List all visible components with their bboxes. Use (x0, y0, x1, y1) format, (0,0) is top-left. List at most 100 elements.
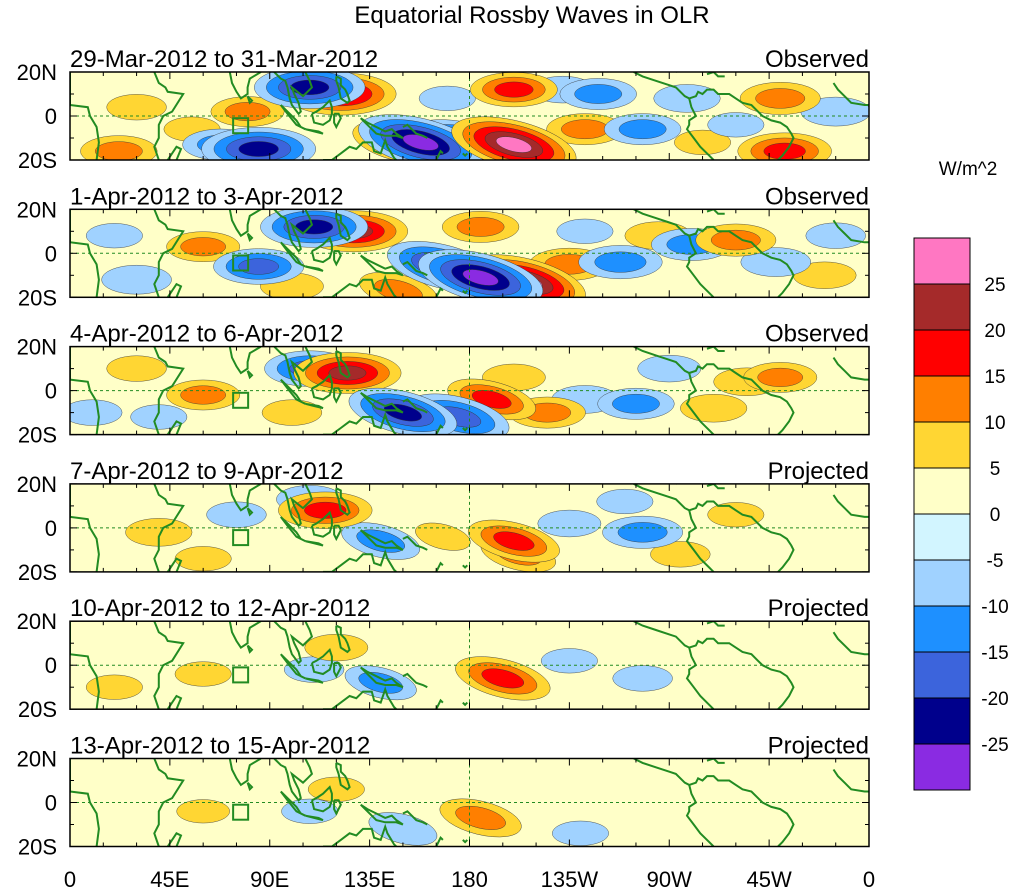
lat-tick-label: 0 (45, 379, 57, 404)
coastline (685, 784, 715, 847)
contour-band (757, 367, 804, 387)
anomaly-feature (674, 129, 731, 155)
coastline (310, 236, 333, 264)
panels: 20N 0 20S 29-Mar-2012 to 31-Mar-2012 Observe… (17, 46, 870, 860)
contour-band (596, 489, 654, 515)
colorbar-swatch (913, 375, 971, 423)
reference-box (232, 254, 250, 272)
colorbar-label: -10 (981, 597, 1008, 618)
coastline (70, 241, 100, 298)
colorbar-label: 0 (990, 505, 1001, 526)
anomaly-feature (85, 223, 143, 249)
coastline (70, 790, 100, 847)
coastline (153, 72, 185, 160)
contour-band (707, 112, 765, 138)
coastline (633, 72, 795, 160)
contour-band (674, 129, 731, 155)
anomaly-feature (106, 94, 167, 121)
lat-tick-label: 20N (17, 747, 57, 772)
coastline (228, 209, 262, 238)
anomaly-feature (470, 72, 558, 108)
coastline (323, 686, 397, 710)
contour-band (617, 522, 668, 543)
anomaly-feature (206, 501, 267, 528)
coastlines (70, 346, 869, 435)
coastline (402, 535, 428, 551)
coastline (166, 145, 183, 160)
coastline (305, 814, 324, 822)
anomaly-feature (70, 399, 123, 426)
anomaly-feature (106, 355, 167, 382)
panel-status: Projected (768, 595, 869, 622)
anomaly-feature (612, 665, 673, 692)
coastline (685, 372, 715, 435)
lon-tick-label: 45E (150, 867, 189, 890)
lat-tick-label: 20N (17, 335, 57, 360)
lat-tick-label: 20N (17, 60, 57, 85)
coastline (246, 644, 254, 654)
anomaly-feature (304, 633, 369, 662)
anomaly-feature (739, 82, 821, 115)
coastline (333, 524, 342, 542)
contour-band (556, 218, 614, 244)
panel-status: Observed (765, 183, 869, 210)
contour-band (561, 119, 609, 139)
anomaly-feature (604, 113, 682, 145)
contour-band (418, 85, 476, 111)
anomaly-feature (743, 362, 818, 393)
colorbar-units: W/m^2 (939, 159, 998, 180)
coastline (323, 274, 397, 298)
lat-tick-label: 0 (45, 104, 57, 129)
anomaly-feature (537, 509, 602, 538)
coastline (706, 483, 725, 490)
anomaly-feature (546, 113, 624, 145)
contour-band (707, 502, 765, 528)
coastline (435, 424, 444, 435)
contour-band (594, 251, 647, 273)
contour-band (106, 94, 167, 121)
lon-tick-label: 0 (863, 867, 875, 890)
contour-band (180, 237, 226, 257)
lat-tick-label: 20S (18, 697, 57, 722)
coastline (323, 137, 397, 160)
anomaly-feature (415, 522, 471, 551)
coastline (166, 420, 183, 435)
coastline (832, 631, 869, 656)
coastline (305, 540, 324, 547)
coastline (335, 487, 351, 516)
coastlines (70, 758, 869, 847)
coastline (633, 758, 795, 847)
coastline (359, 254, 404, 277)
contour-band (180, 385, 226, 405)
colorbar-label: 10 (984, 413, 1005, 434)
contour-band (174, 661, 232, 687)
coastline (153, 346, 185, 435)
contour-band (805, 222, 866, 249)
coastline (832, 357, 869, 381)
map-panel: 20N 0 20S 7-Apr-2012 to 9-Apr-2012 Projected (17, 458, 870, 585)
contour-band (540, 648, 598, 674)
panel-date-range: 1-Apr-2012 to 3-Apr-2012 (70, 183, 344, 210)
coastline (70, 104, 100, 160)
anomaly-feature (602, 515, 683, 549)
coastline (359, 529, 404, 551)
contour-band (106, 355, 167, 382)
panel-status: Projected (768, 733, 869, 760)
anomaly-feature (166, 231, 241, 262)
coastlines (70, 209, 869, 298)
anomaly-feature (707, 112, 765, 138)
contour-band (455, 805, 506, 830)
coastline (153, 621, 185, 710)
reference-box (232, 117, 250, 135)
coastline (402, 398, 428, 414)
colorbar-swatch (913, 421, 971, 469)
coastline (685, 235, 715, 298)
contour-band (481, 668, 525, 689)
anomaly-feature (707, 502, 765, 528)
map-panel: 20N 0 20S 10-Apr-2012 to 12-Apr-2012 Project… (17, 595, 870, 722)
anomaly-feature (213, 248, 305, 285)
lat-tick-label: 0 (45, 516, 57, 541)
contour-band (755, 88, 806, 109)
coastline (310, 510, 333, 538)
panel-date-range: 10-Apr-2012 to 12-Apr-2012 (70, 595, 370, 622)
